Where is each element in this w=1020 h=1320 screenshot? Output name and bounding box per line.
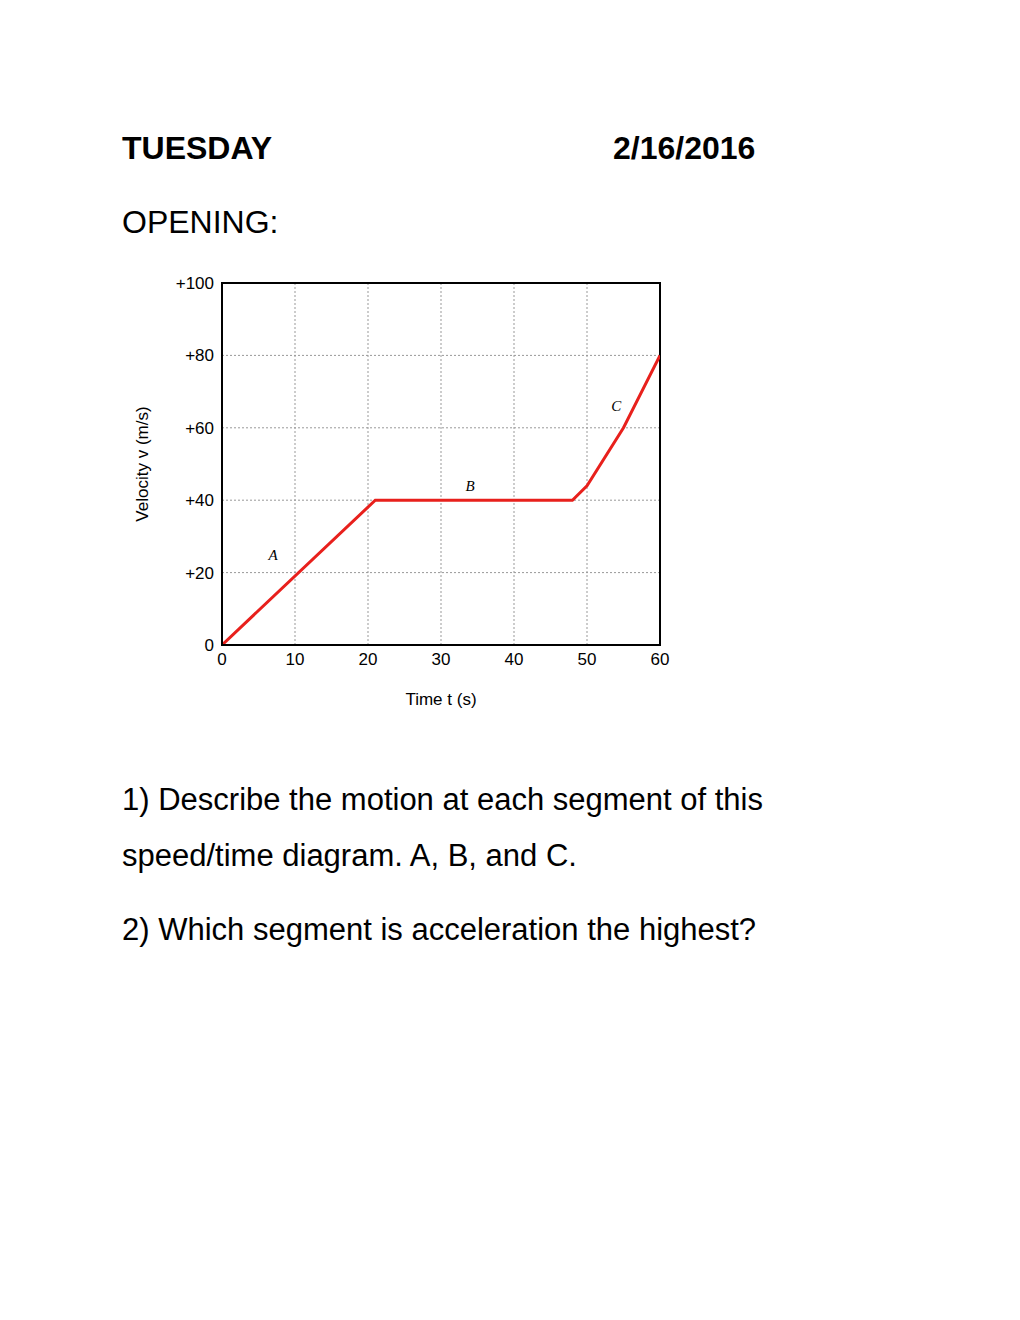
svg-text:30: 30 — [432, 650, 451, 669]
svg-text:20: 20 — [359, 650, 378, 669]
svg-text:60: 60 — [651, 650, 670, 669]
svg-text:50: 50 — [578, 650, 597, 669]
html-text:2) Which segment is accelerati: 2) Which segment is acceleration the hig… — [122, 912, 757, 947]
svg-text:40: 40 — [505, 650, 524, 669]
svg-text:B: B — [466, 478, 475, 494]
svg-text:A: A — [268, 547, 279, 563]
svg-text:10: 10 — [286, 650, 305, 669]
html-text:2/16/2016: 2/16/2016 — [613, 130, 756, 166]
svg-text:+80: +80 — [185, 346, 214, 365]
svg-text:0: 0 — [205, 636, 214, 655]
svg-text:0: 0 — [217, 650, 226, 669]
svg-text:+40: +40 — [185, 491, 214, 510]
svg-text:+100: +100 — [176, 274, 214, 293]
svg-text:Time t (s): Time t (s) — [405, 690, 476, 709]
svg-text:C: C — [611, 398, 622, 414]
svg-text:Velocity v (m/s): Velocity v (m/s) — [133, 406, 152, 521]
svg-text:+20: +20 — [185, 564, 214, 583]
svg-text:+60: +60 — [185, 419, 214, 438]
html-text:1) Describe the motion at each: 1) Describe the motion at each segment o… — [122, 782, 763, 873]
html-text:TUESDAY: TUESDAY — [122, 130, 272, 166]
html-text:OPENING:: OPENING: — [122, 204, 279, 240]
